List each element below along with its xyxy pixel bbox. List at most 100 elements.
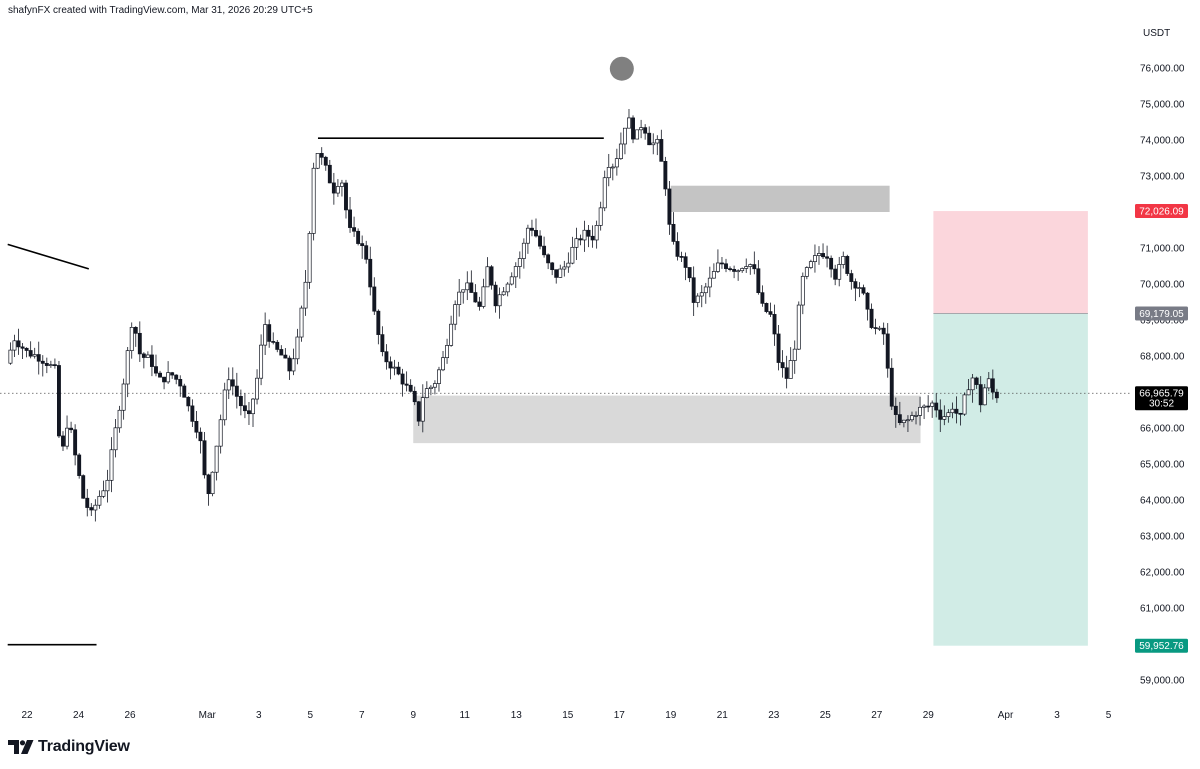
candle-up-body [93, 504, 98, 511]
candle-up-body [918, 406, 923, 416]
candle-128 [525, 224, 530, 254]
candle-167 [683, 252, 688, 281]
candle-down-body [77, 454, 82, 476]
candle-121 [497, 287, 502, 319]
candle-up-body [788, 360, 793, 379]
candle-up-body [513, 266, 518, 278]
candle-225 [918, 396, 923, 426]
candle-down-body [833, 268, 838, 280]
candle-66 [275, 339, 280, 353]
candle-26 [113, 419, 118, 458]
candle-74 [307, 231, 312, 289]
candle-84 [348, 196, 352, 233]
candle-down-body [364, 245, 369, 260]
candle-up-body [744, 266, 749, 269]
candle-156 [639, 119, 644, 139]
candle-141 [578, 234, 583, 246]
candle-up-body [113, 427, 118, 451]
candle-up-body [639, 127, 644, 131]
candle-down-body [853, 281, 858, 289]
candle-up-body [251, 398, 255, 415]
price-tag-value: 59,952.76 [1139, 641, 1184, 652]
candle-up-body [12, 340, 17, 351]
candle-172 [703, 282, 708, 304]
candle-down-body [493, 284, 498, 307]
zone-0 [413, 395, 921, 444]
candle-131 [538, 230, 542, 250]
candle-58 [242, 393, 247, 419]
candle-98 [404, 371, 409, 392]
candle-43 [182, 383, 187, 398]
time-axis[interactable]: 22 24 26 Mar 3 5 7 9 11 13 15 17 19 21 23 25 27 29 Apr 3 5 [21, 710, 1111, 721]
candle-up-body [263, 324, 268, 346]
candle-down-body [663, 160, 668, 190]
candle-up-body [101, 490, 106, 497]
tradingview-logo[interactable]: TradingView [8, 738, 130, 756]
candle-up-body [950, 408, 955, 414]
candle-135 [554, 269, 559, 284]
candle-177 [724, 258, 728, 273]
candle-190 [776, 324, 781, 371]
candle-90 [372, 277, 377, 315]
candle-down-body [331, 182, 336, 194]
candle-153 [627, 108, 631, 129]
candle-down-body [934, 402, 939, 411]
candle-79 [327, 159, 332, 184]
candle-67 [279, 345, 284, 356]
candle-59 [247, 402, 251, 426]
candle-85 [352, 216, 357, 237]
candle-down-body [174, 374, 179, 380]
candle-down-body [20, 346, 25, 349]
candle-210 [857, 282, 862, 298]
candle-125 [513, 262, 518, 289]
candle-4 [24, 347, 29, 358]
candle-130 [534, 218, 538, 238]
x-tick-label: 29 [923, 710, 935, 721]
candle-12 [57, 360, 61, 439]
candle-99 [408, 379, 413, 393]
candle-137 [562, 260, 567, 277]
candle-up-body [295, 336, 300, 360]
candle-up-body [457, 291, 462, 305]
candle-238 [970, 373, 975, 403]
candle-down-body [81, 475, 86, 499]
candle-up-body [525, 227, 530, 244]
candle-up-body [627, 117, 631, 129]
candle-88 [364, 240, 369, 264]
candle-up-body [877, 327, 882, 330]
candle-up-body [711, 271, 716, 279]
candle-162 [663, 156, 668, 196]
candle-down-body [732, 268, 737, 272]
candle-down-body [926, 405, 931, 408]
candle-127 [521, 238, 526, 269]
candle-up-body [505, 283, 510, 293]
candle-up-body [699, 292, 704, 297]
price-tag: 72,026.09 [1135, 204, 1188, 219]
candle-100 [412, 386, 417, 406]
price-axis[interactable]: 76,000.00 75,000.00 74,000.00 73,000.00 72,0… [1140, 64, 1185, 687]
candle-up-body [453, 304, 458, 325]
zone-1 [670, 185, 890, 212]
candle-45 [190, 399, 195, 428]
candle-10 [48, 360, 53, 368]
candle-down-body [861, 287, 866, 294]
candle-229 [934, 393, 939, 418]
candle-down-body [416, 401, 421, 422]
candle-32 [137, 321, 142, 362]
candle-144 [590, 225, 595, 248]
candle-down-body [994, 391, 999, 399]
candle-up-body [703, 286, 708, 294]
candle-down-body [230, 379, 235, 387]
drawings-layer [7, 137, 604, 646]
zones-layer [413, 185, 1088, 646]
candle-down-body [170, 372, 175, 376]
candle-48 [202, 431, 207, 479]
candle-down-body [897, 414, 902, 423]
candle-111 [457, 278, 462, 317]
candle-221 [901, 419, 906, 428]
candle-up-body [914, 415, 918, 417]
candle-up-body [707, 277, 712, 288]
candle-145 [594, 220, 599, 249]
candle-up-body [121, 383, 126, 411]
